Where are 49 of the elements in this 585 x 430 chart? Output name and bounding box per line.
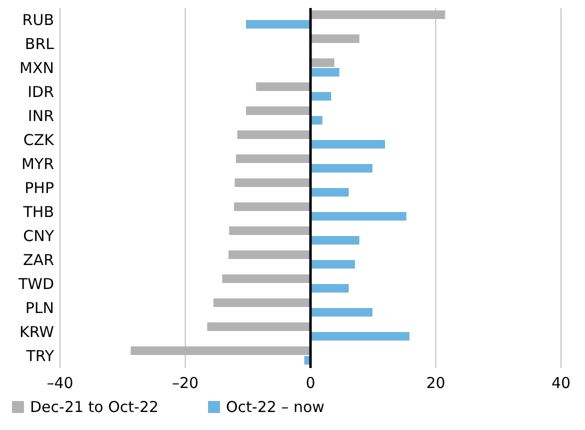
bar [310, 164, 372, 173]
legend-label: Dec-21 to Oct-22 [30, 398, 159, 416]
y-tick-label: PLN [25, 299, 54, 317]
y-tick-label: MXN [20, 59, 54, 77]
bar [234, 202, 310, 211]
y-tick-label: IDR [28, 83, 54, 101]
x-tick-label: 40 [551, 374, 571, 392]
bar [228, 250, 310, 259]
bar [207, 322, 310, 331]
x-tick-label: 20 [426, 374, 446, 392]
bar [310, 58, 334, 67]
bar [256, 82, 310, 91]
bar [213, 298, 310, 307]
bar [310, 332, 410, 341]
bar [310, 140, 386, 149]
y-tick-label: THB [22, 203, 54, 221]
y-tick-label: CNY [23, 227, 55, 245]
bar [310, 92, 332, 101]
bar [310, 212, 406, 221]
bar [310, 308, 372, 317]
y-tick-label: CZK [23, 131, 56, 149]
bar [310, 236, 360, 245]
bar [310, 10, 446, 19]
bar [246, 20, 310, 29]
y-tick-label: INR [28, 107, 54, 125]
y-tick-label: TRY [25, 347, 55, 365]
bar [237, 130, 310, 139]
y-tick-label: ZAR [23, 251, 54, 269]
y-tick-label: PHP [24, 179, 54, 197]
bar [130, 346, 310, 355]
legend-label: Oct-22 – now [226, 398, 324, 416]
bar [234, 178, 310, 187]
bar [310, 34, 360, 43]
bar [310, 188, 349, 197]
y-tick-label: BRL [24, 35, 55, 53]
x-tick-label: 0 [306, 374, 316, 392]
bar [229, 226, 310, 235]
bar [310, 260, 355, 269]
x-tick-label: –40 [46, 374, 74, 392]
y-tick-label: TWD [17, 275, 54, 293]
y-tick-label: MYR [21, 155, 54, 173]
bar [236, 154, 310, 163]
y-tick-label: RUB [22, 11, 54, 29]
y-tick-label: KRW [20, 323, 54, 341]
bar [246, 106, 310, 115]
bar [310, 68, 340, 77]
x-tick-label: –20 [172, 374, 199, 392]
bar [310, 284, 349, 293]
bar [222, 274, 310, 283]
